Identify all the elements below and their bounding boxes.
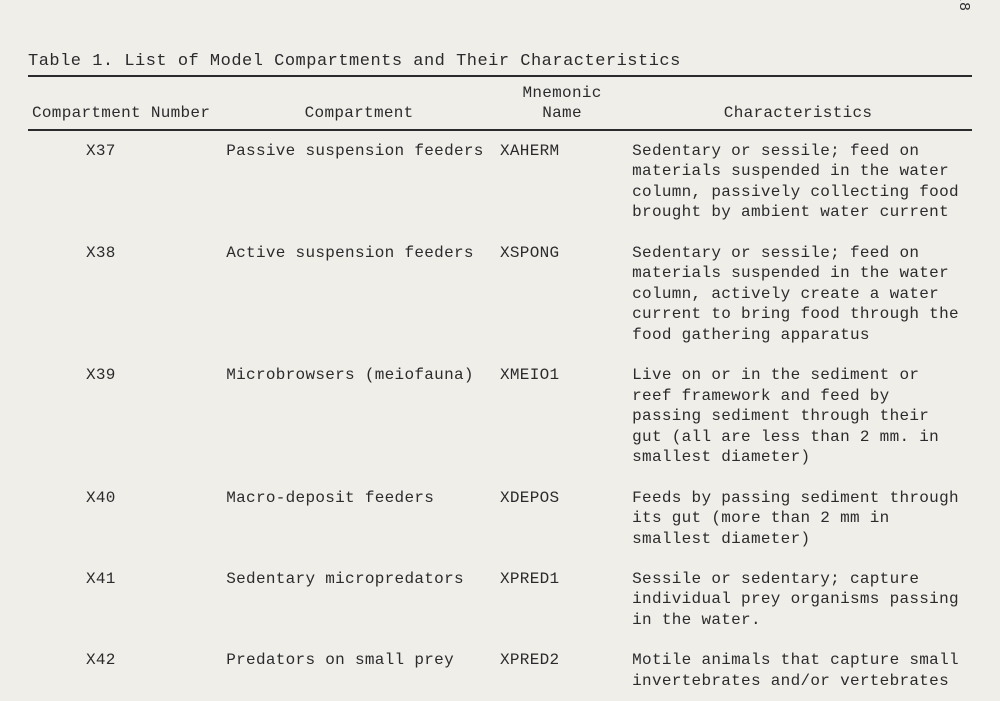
cell-mnemonic: XSPONG — [500, 233, 632, 355]
table-row: X40 Macro-deposit feeders XDEPOS Feeds b… — [28, 478, 972, 559]
header-mnemonic-line1: Mnemonic — [522, 84, 601, 102]
cell-mnemonic: XPRED1 — [500, 559, 632, 640]
cell-mnemonic: XMEIO1 — [500, 355, 632, 477]
cell-number: X38 — [28, 233, 226, 355]
cell-number: X37 — [28, 130, 226, 233]
cell-characteristics: Sedentary or sessile; feed on materials … — [632, 233, 972, 355]
cell-compartment: Microbrowsers (meiofauna) — [226, 355, 500, 477]
cell-number: X39 — [28, 355, 226, 477]
cell-compartment: Sedentary micropredators — [226, 559, 500, 640]
header-compartment-number: Compartment Number — [28, 77, 226, 130]
cell-characteristics: Sedentary or sessile; feed on materials … — [632, 130, 972, 233]
cell-mnemonic: XAHERM — [500, 130, 632, 233]
table-row: X41 Sedentary micropredators XPRED1 Sess… — [28, 559, 972, 640]
cell-number: X41 — [28, 559, 226, 640]
compartments-table: Compartment Number Compartment Mnemonic … — [28, 77, 972, 701]
table-header-row: Compartment Number Compartment Mnemonic … — [28, 77, 972, 130]
cell-compartment: Macro-deposit feeders — [226, 478, 500, 559]
cell-number: X40 — [28, 478, 226, 559]
cell-characteristics: Sessile or sedentary; capture individual… — [632, 559, 972, 640]
table-row: X38 Active suspension feeders XSPONG Sed… — [28, 233, 972, 355]
header-mnemonic-line2: Name — [542, 104, 582, 122]
cell-compartment: Active suspension feeders — [226, 233, 500, 355]
cell-characteristics: Motile animals that capture small invert… — [632, 640, 972, 701]
table-row: X39 Microbrowsers (meiofauna) XMEIO1 Liv… — [28, 355, 972, 477]
cell-mnemonic: XDEPOS — [500, 478, 632, 559]
cell-compartment: Passive suspension feeders — [226, 130, 500, 233]
cell-mnemonic: XPRED2 — [500, 640, 632, 701]
header-characteristics: Characteristics — [632, 77, 972, 130]
table-body: X37 Passive suspension feeders XAHERM Se… — [28, 130, 972, 701]
header-compartment: Compartment — [226, 77, 500, 130]
page-number: 18 — [955, 0, 972, 12]
cell-number: X42 — [28, 640, 226, 701]
table-row: X42 Predators on small prey XPRED2 Motil… — [28, 640, 972, 701]
header-mnemonic: Mnemonic Name — [500, 77, 632, 130]
cell-characteristics: Live on or in the sediment or reef frame… — [632, 355, 972, 477]
cell-characteristics: Feeds by passing sediment through its gu… — [632, 478, 972, 559]
table-caption: Table 1. List of Model Compartments and … — [28, 52, 972, 77]
table-row: X37 Passive suspension feeders XAHERM Se… — [28, 130, 972, 233]
cell-compartment: Predators on small prey — [226, 640, 500, 701]
